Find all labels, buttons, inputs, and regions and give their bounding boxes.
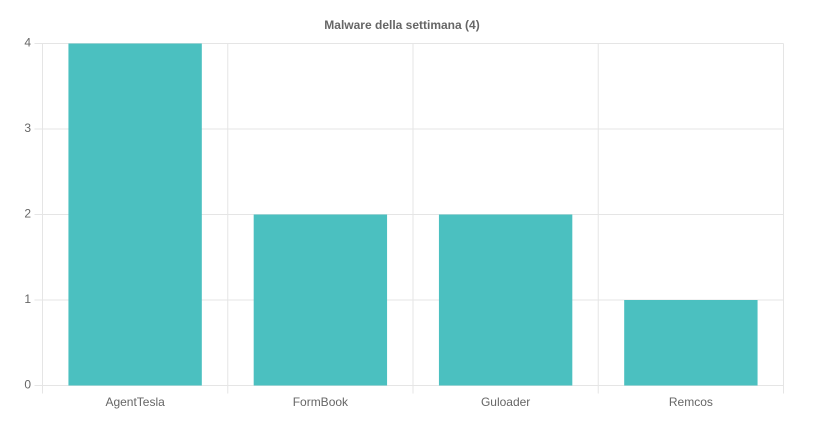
x-tick-label: FormBook <box>293 395 349 409</box>
chart-title: Malware della settimana (4) <box>324 18 479 32</box>
bar <box>624 300 758 386</box>
bar <box>253 214 388 386</box>
y-tick-label: 2 <box>24 207 31 221</box>
x-tick-label: Guloader <box>481 395 530 409</box>
y-tick-label: 3 <box>24 121 31 135</box>
y-tick-label: 4 <box>24 36 31 50</box>
y-tick-label: 0 <box>24 378 31 392</box>
bar <box>68 43 202 386</box>
x-tick-label: Remcos <box>669 395 713 409</box>
bar <box>438 214 573 386</box>
y-tick-label: 1 <box>24 292 31 306</box>
x-tick-label: AgentTesla <box>105 395 165 409</box>
